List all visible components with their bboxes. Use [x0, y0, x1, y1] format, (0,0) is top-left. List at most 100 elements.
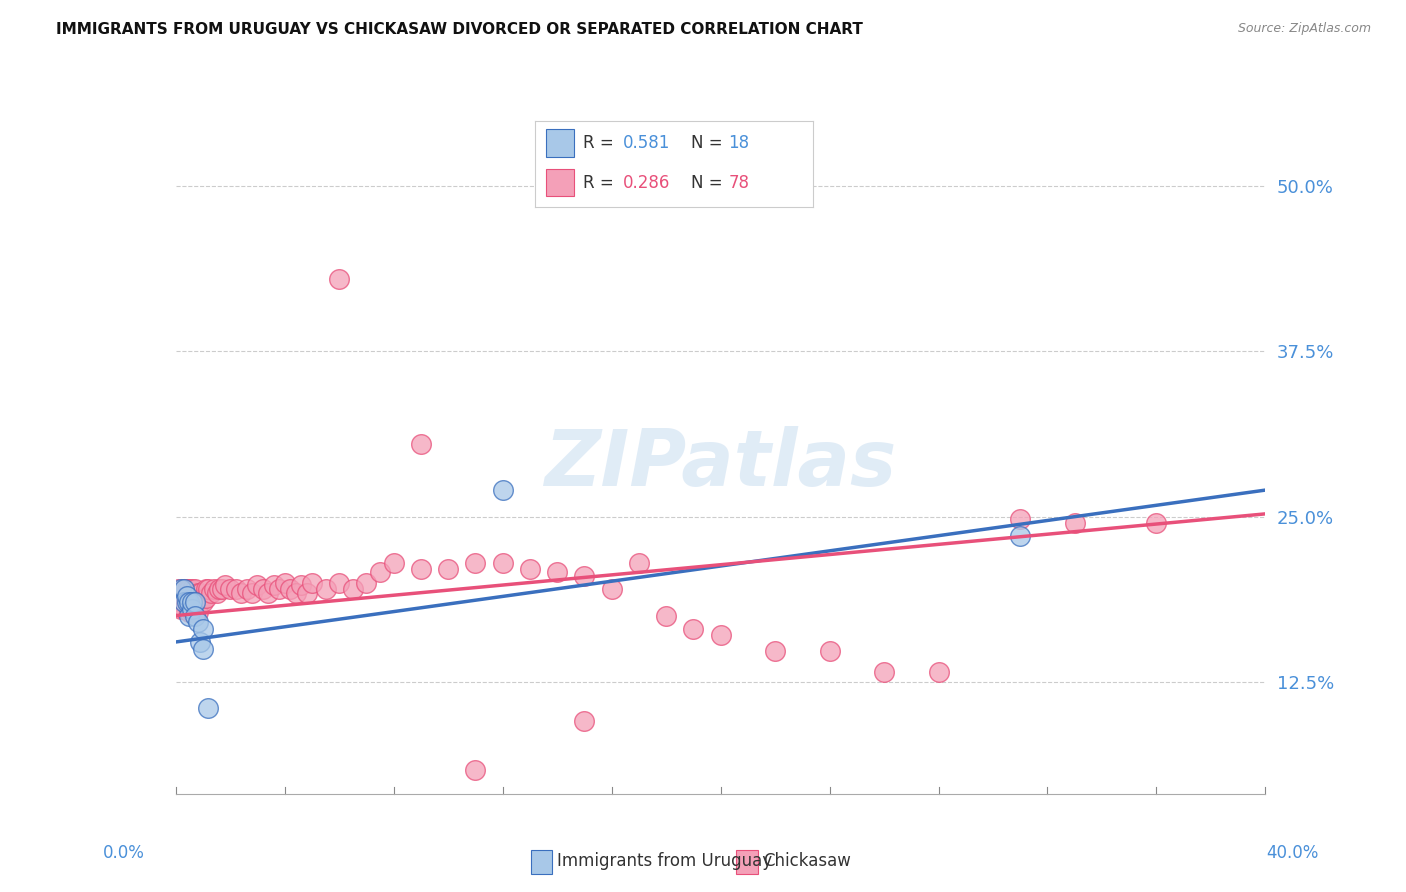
Point	[328, 575, 350, 590]
Point	[263, 578, 285, 592]
Point	[409, 437, 432, 451]
Point	[186, 586, 209, 600]
Point	[197, 701, 219, 715]
Point	[202, 582, 225, 596]
Point	[627, 556, 650, 570]
Point	[179, 595, 201, 609]
Point	[1063, 516, 1085, 530]
Point	[928, 665, 950, 680]
Point	[176, 582, 198, 596]
Point	[186, 595, 209, 609]
Point	[188, 595, 211, 609]
Point	[184, 582, 207, 596]
Point	[181, 595, 204, 609]
Point	[179, 608, 201, 623]
Point	[208, 582, 231, 596]
Point	[188, 586, 211, 600]
Point	[200, 586, 222, 600]
Point	[301, 575, 323, 590]
Point	[409, 562, 432, 576]
Point	[194, 591, 217, 606]
Point	[492, 556, 515, 570]
Point	[181, 595, 204, 609]
Point	[194, 582, 217, 596]
Point	[179, 582, 201, 596]
Point	[219, 582, 242, 596]
Point	[173, 595, 195, 609]
Point	[290, 578, 312, 592]
Point	[176, 589, 198, 603]
Point	[173, 582, 195, 596]
Point	[181, 602, 204, 616]
Point	[235, 582, 257, 596]
Text: Immigrants from Uruguay: Immigrants from Uruguay	[557, 852, 772, 871]
Point	[167, 582, 190, 596]
Point	[818, 644, 841, 658]
Point	[197, 582, 219, 596]
Point	[240, 586, 263, 600]
Point	[214, 578, 236, 592]
Point	[284, 586, 307, 600]
Point	[519, 562, 541, 576]
Point	[269, 582, 291, 596]
Bar	[737, 850, 758, 874]
Point	[315, 582, 337, 596]
Point	[173, 582, 195, 596]
Text: 40.0%: 40.0%	[1267, 844, 1319, 862]
Point	[1144, 516, 1167, 530]
Point	[186, 605, 209, 619]
Point	[176, 595, 198, 609]
Point	[191, 591, 214, 606]
Point	[191, 595, 214, 609]
Text: ZIPatlas: ZIPatlas	[544, 426, 897, 502]
Point	[278, 582, 301, 596]
Point	[1010, 512, 1032, 526]
Point	[328, 271, 350, 285]
Point	[574, 569, 596, 583]
Point	[173, 595, 195, 609]
Point	[873, 665, 896, 680]
Point	[492, 483, 515, 497]
Point	[231, 586, 253, 600]
Point	[179, 595, 201, 609]
Text: IMMIGRANTS FROM URUGUAY VS CHICKASAW DIVORCED OR SEPARATED CORRELATION CHART: IMMIGRANTS FROM URUGUAY VS CHICKASAW DIV…	[56, 22, 863, 37]
Point	[464, 763, 486, 777]
Point	[1010, 529, 1032, 543]
Point	[246, 578, 269, 592]
Point	[574, 714, 596, 729]
Point	[176, 595, 198, 609]
Point	[184, 608, 207, 623]
Bar	[531, 850, 553, 874]
Point	[368, 565, 391, 579]
Point	[188, 635, 211, 649]
Point	[184, 595, 207, 609]
Point	[342, 582, 364, 596]
Point	[176, 589, 198, 603]
Point	[437, 562, 460, 576]
Point	[191, 622, 214, 636]
Point	[170, 595, 193, 609]
Point	[170, 602, 193, 616]
Point	[186, 615, 209, 630]
Point	[170, 582, 193, 596]
Point	[173, 602, 195, 616]
Text: 0.0%: 0.0%	[103, 844, 145, 862]
Point	[257, 586, 280, 600]
Point	[179, 605, 201, 619]
Point	[600, 582, 623, 596]
Point	[184, 605, 207, 619]
Point	[682, 622, 704, 636]
Point	[170, 589, 193, 603]
Point	[763, 644, 786, 658]
Text: Source: ZipAtlas.com: Source: ZipAtlas.com	[1237, 22, 1371, 36]
Point	[205, 586, 228, 600]
Point	[181, 605, 204, 619]
Point	[295, 586, 318, 600]
Point	[211, 582, 233, 596]
Point	[225, 582, 247, 596]
Point	[274, 575, 297, 590]
Text: Chickasaw: Chickasaw	[763, 852, 851, 871]
Point	[655, 608, 678, 623]
Point	[464, 556, 486, 570]
Point	[546, 565, 568, 579]
